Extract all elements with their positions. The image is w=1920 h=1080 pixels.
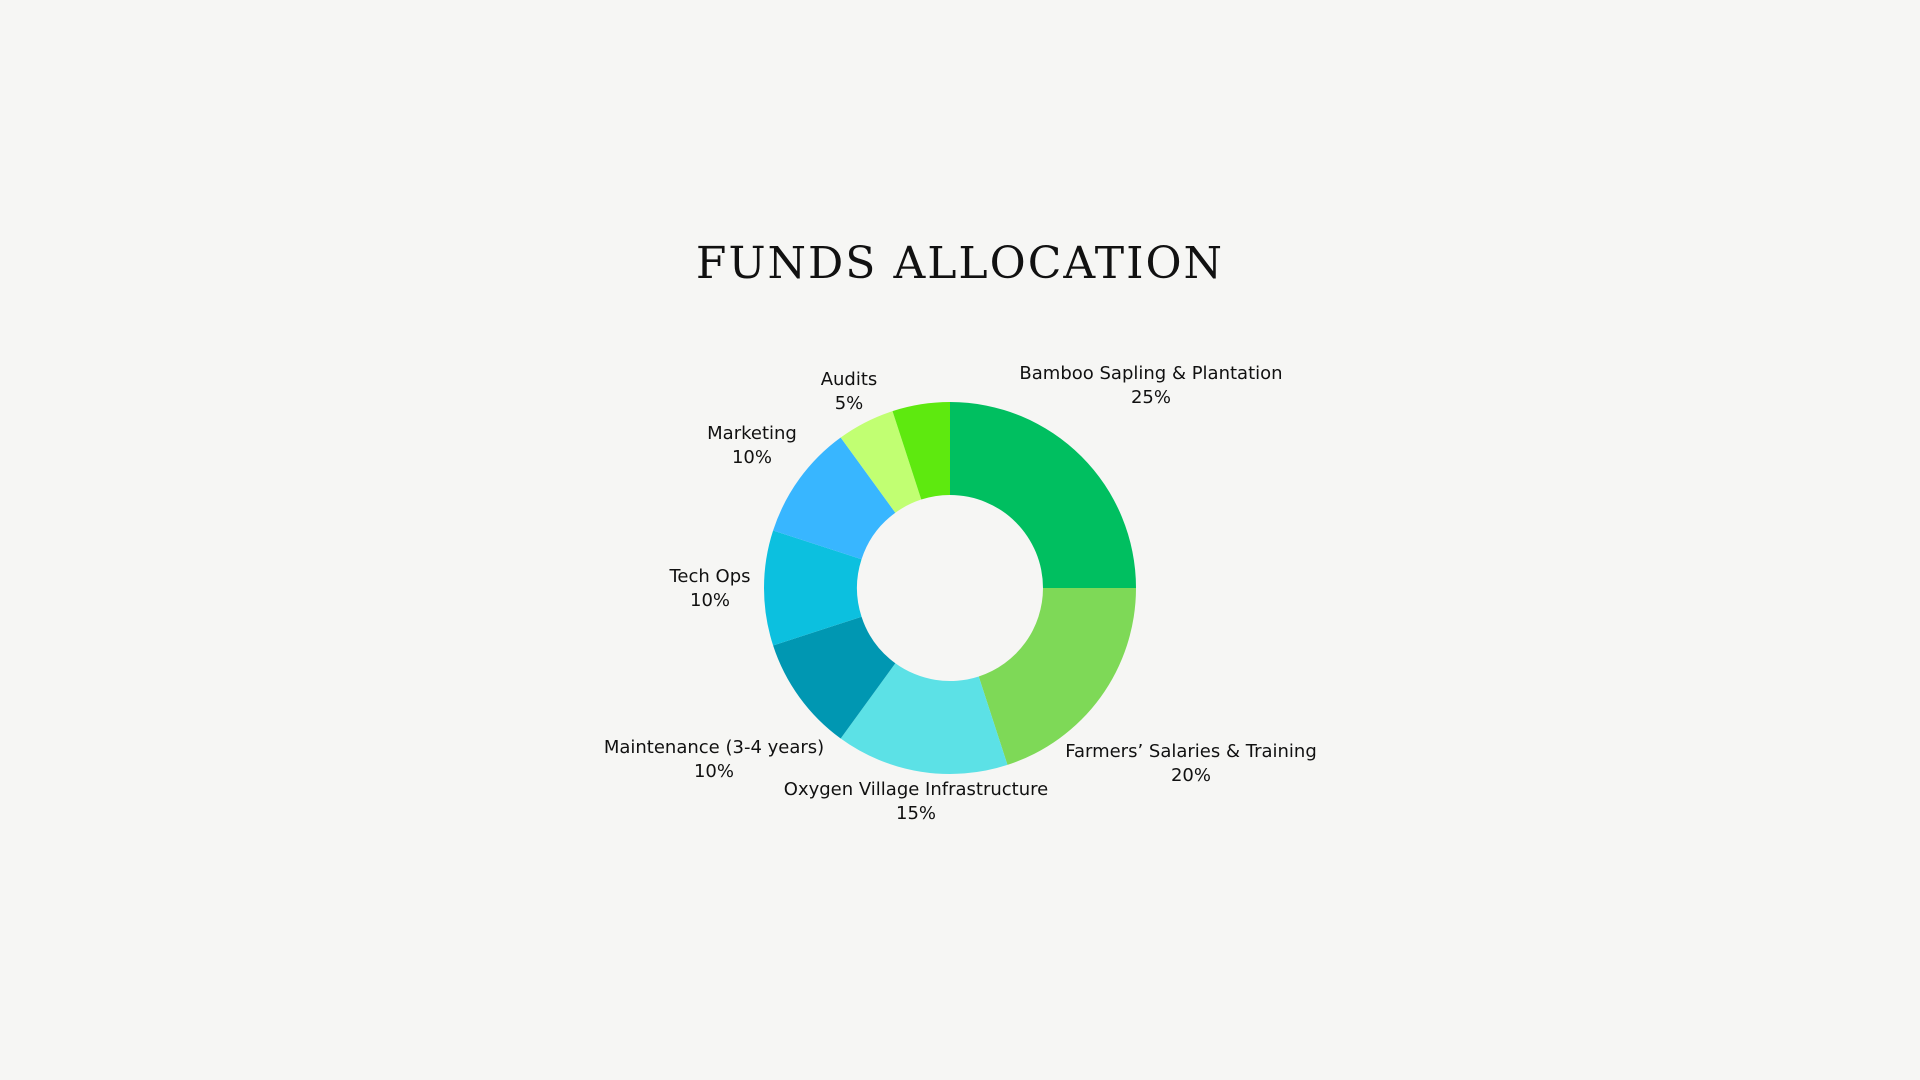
slice-farmers-salaries-training xyxy=(978,588,1136,765)
slice-audits xyxy=(840,411,922,513)
slice-label: Maintenance (3-4 years) 10% xyxy=(604,736,824,784)
slice-label: Bamboo Sapling & Plantation 25% xyxy=(1019,362,1282,410)
slice-marketing xyxy=(773,437,896,560)
slice-label: Farmers’ Salaries & Training 20% xyxy=(1065,740,1317,788)
slice-bamboo-sapling-plantation xyxy=(950,402,1136,588)
slice-label-name: Bamboo Sapling & Plantation xyxy=(1019,363,1283,384)
slice-label-value: 5% xyxy=(834,393,864,414)
slice-unlabeled xyxy=(892,402,950,500)
slice-label-value: 10% xyxy=(689,590,731,611)
slice-oxygen-village-infrastructure xyxy=(840,663,1008,774)
slice-tech-ops xyxy=(763,530,862,646)
slice-label-name: Audits xyxy=(820,369,878,390)
slice-label-value: 15% xyxy=(895,803,937,824)
slice-maintenance-3-4-years xyxy=(773,616,896,739)
slice-label: Marketing 10% xyxy=(707,422,797,470)
slice-label-name: Oxygen Village Infrastructure xyxy=(783,779,1049,800)
slice-label: Oxygen Village Infrastructure 15% xyxy=(784,778,1048,826)
slice-label-value: 10% xyxy=(731,447,772,468)
slice-label-name: Maintenance (3-4 years) xyxy=(603,737,825,758)
slice-label: Audits 5% xyxy=(821,368,878,416)
slice-label-name: Farmers’ Salaries & Training xyxy=(1065,741,1317,762)
chart-title: FUNDS ALLOCATION xyxy=(695,238,1225,289)
slice-label-value: 25% xyxy=(1130,387,1171,408)
slice-label-value: 10% xyxy=(693,761,734,782)
slice-label-name: Tech Ops xyxy=(669,566,751,587)
slice-label-name: Marketing xyxy=(707,423,797,444)
slice-label-value: 20% xyxy=(1170,765,1211,786)
slice-label: Tech Ops 10% xyxy=(669,565,750,613)
